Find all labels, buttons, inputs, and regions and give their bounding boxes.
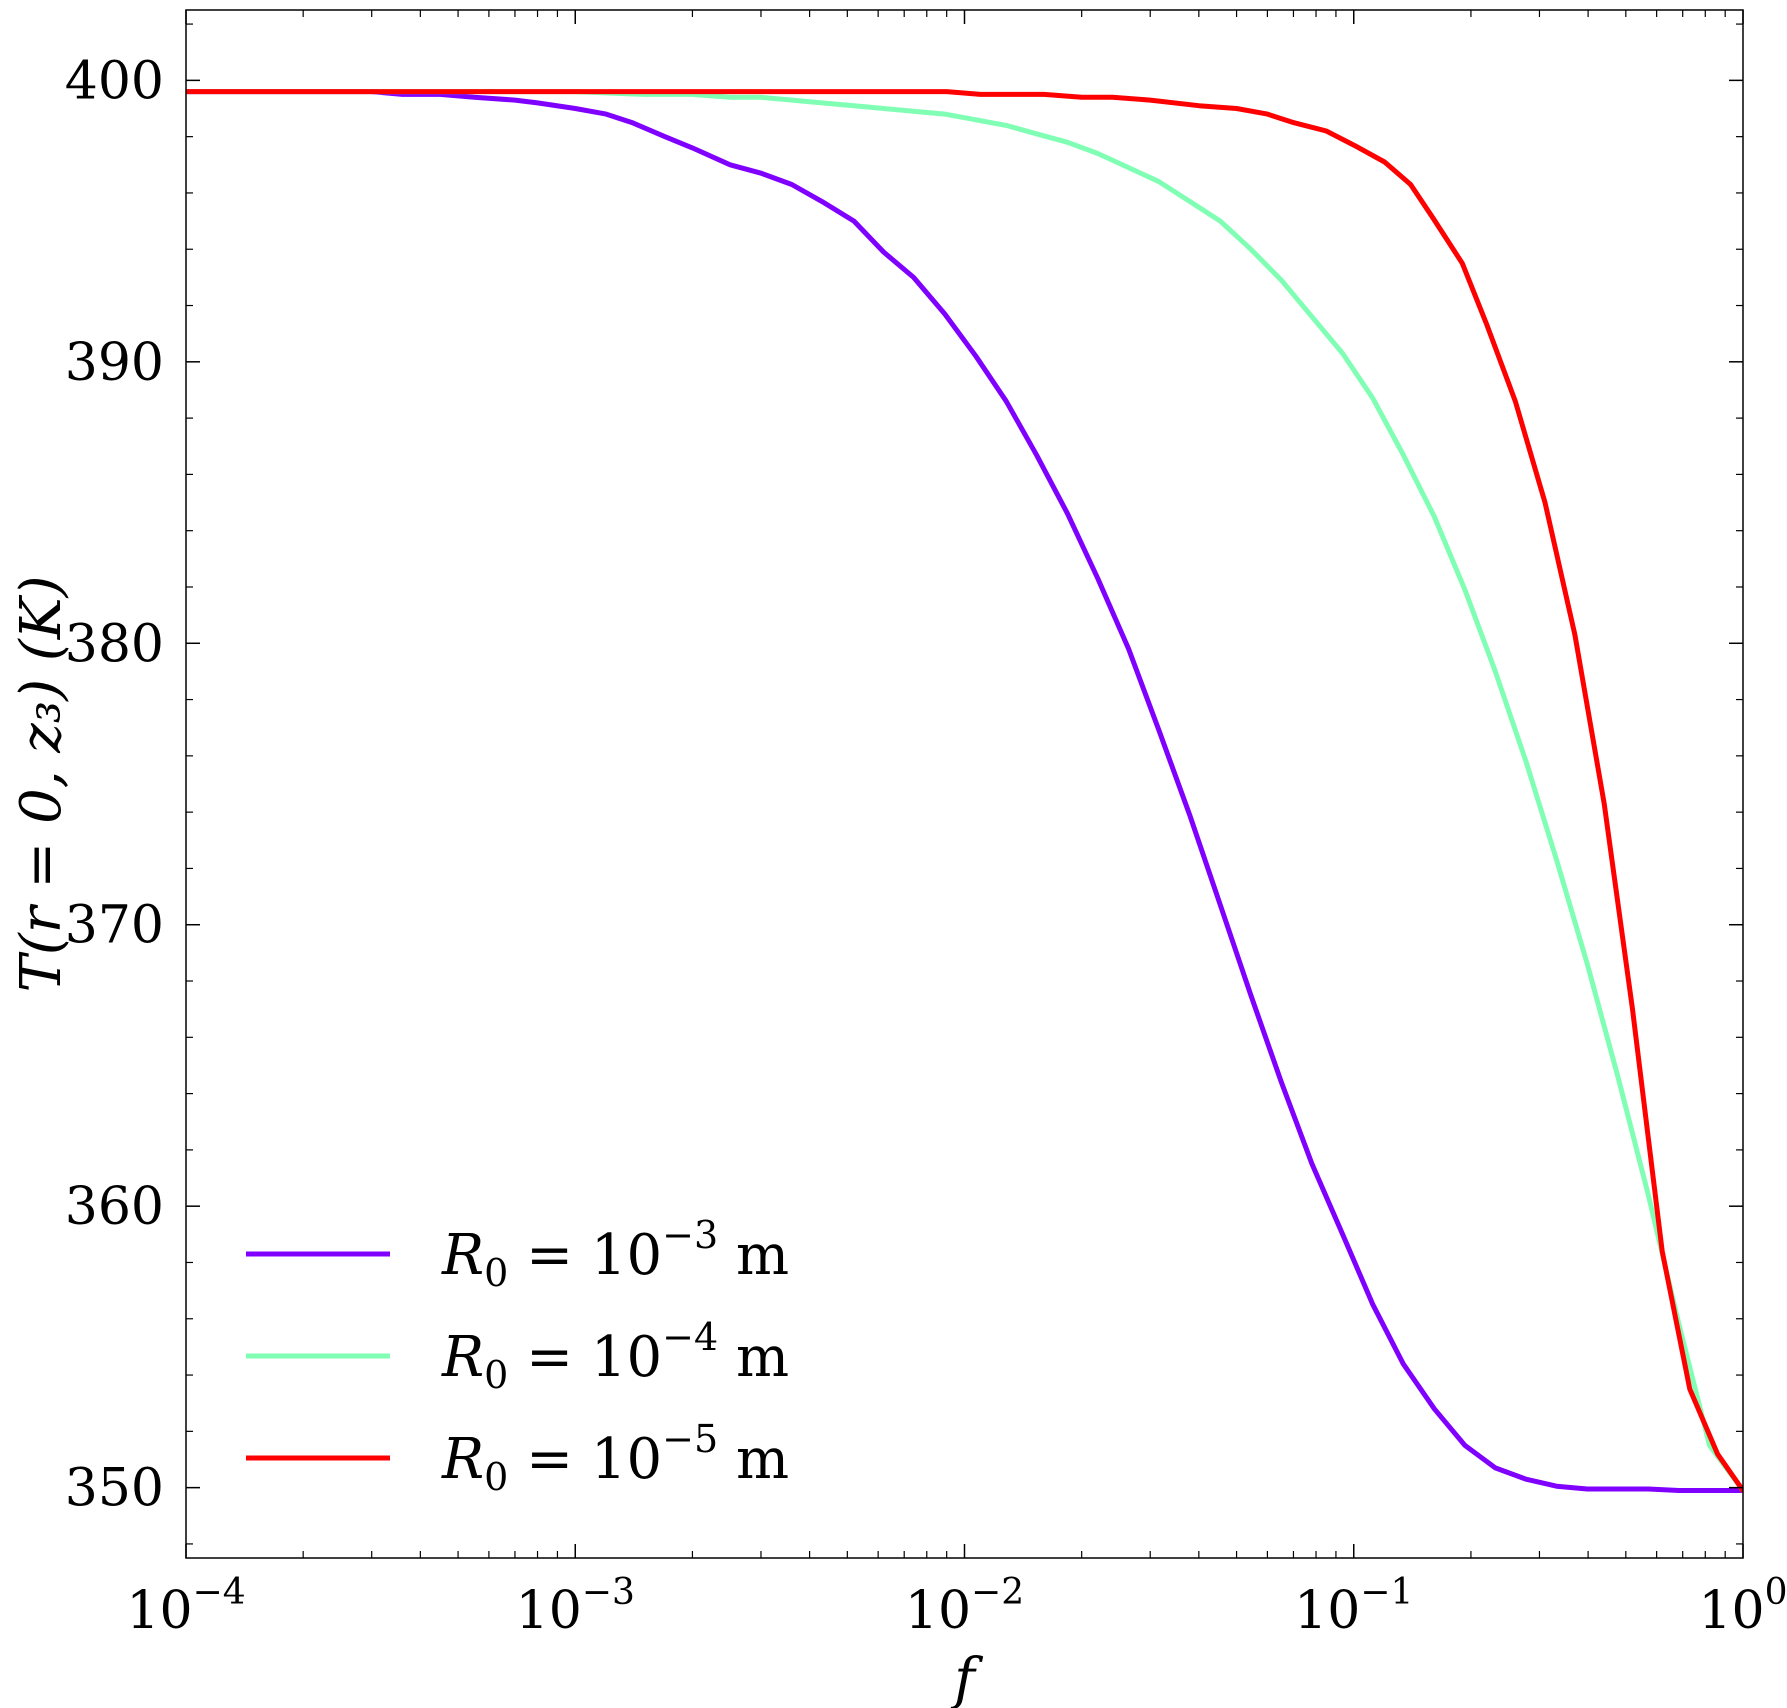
y-tick-label: 390 bbox=[65, 333, 164, 393]
series-line-1 bbox=[186, 89, 1743, 1493]
series-line-3 bbox=[186, 89, 1743, 1493]
legend-label-1: R0 = 10−3 m bbox=[441, 1213, 789, 1295]
x-tick-label: 10−1 bbox=[1294, 1572, 1413, 1641]
legend-label-3: R0 = 10−5 m bbox=[441, 1417, 789, 1499]
legend-label-2: R0 = 10−4 m bbox=[441, 1315, 789, 1397]
y-tick-label: 350 bbox=[65, 1459, 164, 1519]
y-axis-label: T(r = 0, z₃) (K) bbox=[9, 576, 74, 993]
x-tick-label: 100 bbox=[1698, 1572, 1787, 1641]
axis-ticks bbox=[185, 10, 1744, 1558]
y-tick-label: 360 bbox=[65, 1177, 164, 1237]
series-line-2 bbox=[186, 89, 1743, 1493]
x-tick-label: 10−4 bbox=[126, 1572, 245, 1641]
x-tick-label: 10−2 bbox=[905, 1572, 1024, 1641]
axis-tick-labels: 10−4 10−3 10−2 10−1 100 350 360 370 380 390 400 bbox=[65, 51, 1787, 1641]
x-axis-label: f bbox=[950, 1647, 984, 1708]
y-tick-label: 370 bbox=[65, 896, 164, 956]
y-tick-label: 380 bbox=[65, 614, 164, 674]
plot-frame bbox=[185, 9, 1744, 1559]
x-tick-label: 10−3 bbox=[516, 1572, 635, 1641]
y-tick-label: 400 bbox=[65, 51, 164, 111]
legend: R0 = 10−3 m R0 = 10−4 m R0 = 10−5 m bbox=[246, 1213, 789, 1499]
plot-area bbox=[186, 89, 1743, 1493]
